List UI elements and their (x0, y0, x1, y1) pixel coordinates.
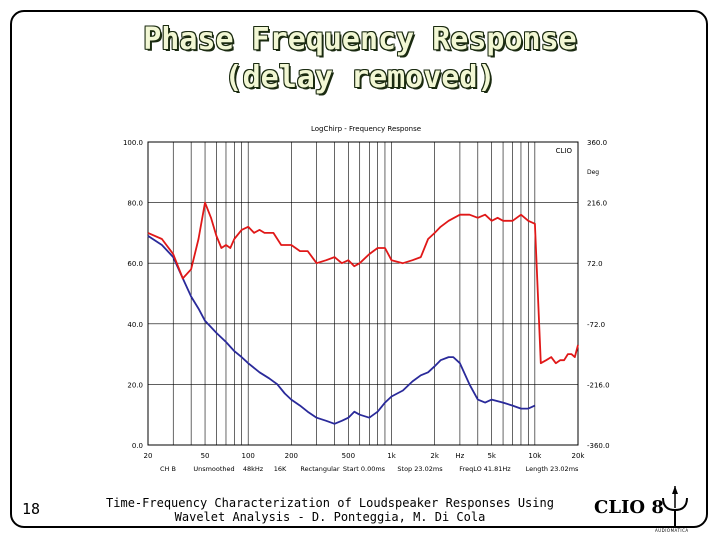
tuning-fork-icon (662, 486, 688, 526)
x-tick-label: 10k (528, 452, 542, 460)
page-number: 18 (22, 500, 41, 518)
x-tick-label: 2k (430, 452, 439, 460)
left-tick-label: 40.0 (127, 321, 143, 329)
footer-item: Rectangular (300, 465, 339, 473)
left-tick-label: 0.0 (132, 442, 143, 450)
magnitude-series-line (147, 235, 536, 425)
x-tick-label: 500 (342, 452, 355, 460)
clio-logo-text: CLIO 8 (594, 497, 664, 518)
right-axis-unit: Deg (587, 169, 599, 176)
left-tick-label: 20.0 (127, 381, 143, 389)
right-tick-label: -360.0 (587, 442, 610, 450)
slide-frame (10, 10, 708, 528)
x-tick-label: 50 (201, 452, 210, 460)
caption-line-1: Time-Frequency Characterization of Louds… (106, 496, 554, 510)
footer-item: FreqLO 41.81Hz (459, 465, 511, 473)
footer-item: Start 0.00ms (343, 465, 386, 473)
x-tick-label: 20k (572, 452, 586, 460)
left-tick-label: 60.0 (127, 260, 143, 268)
phase-series-line (147, 201, 579, 365)
footer-item: 48kHz (243, 465, 264, 473)
x-tick-label: 100 (241, 452, 254, 460)
x-tick-label: 5k (487, 452, 496, 460)
footer-item: 16K (274, 465, 287, 473)
logo-subtext: AUDIOMATICA (655, 528, 689, 533)
left-tick-label: 100.0 (123, 139, 143, 147)
plot-frame (147, 141, 579, 446)
slide-subtitle: (delay removed) (224, 60, 496, 95)
footer-item: Unsmoothed (193, 465, 234, 473)
footer-item: CH B (160, 465, 176, 473)
slide-title: Phase Frequency Response (143, 22, 577, 57)
x-tick-label: 1k (387, 452, 396, 460)
chart-title: LogChirp - Frequency Response (311, 125, 421, 133)
caption-line-2: Wavelet Analysis - D. Ponteggia, M. Di C… (174, 510, 486, 524)
footer-item: Length 23.02ms (526, 465, 579, 473)
footer-item: Stop 23.02ms (397, 465, 443, 473)
x-tick-label: 200 (285, 452, 298, 460)
right-tick-label: -216.0 (587, 381, 610, 389)
right-tick-label: 360.0 (587, 139, 607, 147)
right-tick-label: 72.0 (587, 260, 603, 268)
right-tick-label: 216.0 (587, 200, 607, 208)
clio-badge: CLIO (556, 147, 573, 155)
right-tick-label: -72.0 (587, 321, 605, 329)
x-tick-label: 20 (144, 452, 153, 460)
x-tick-label: Hz (455, 452, 464, 460)
left-tick-label: 80.0 (127, 200, 143, 208)
